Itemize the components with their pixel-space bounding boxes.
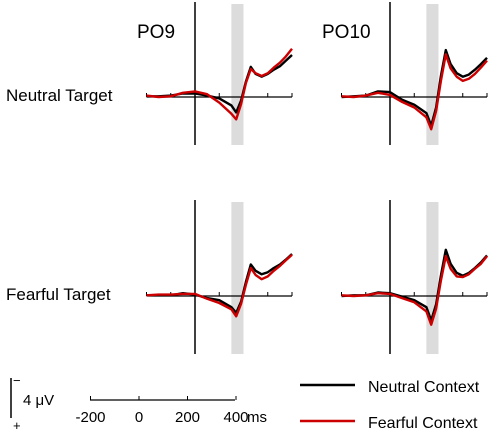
series-line-po10-fearful-target-fearful-context <box>341 254 488 326</box>
voltage-scale-bar: − 4 μV + <box>10 373 54 433</box>
voltage-scale-minus: − <box>13 373 21 388</box>
series-line-po10-neutral-target-fearful-context <box>341 53 488 131</box>
shaded-window-po9-fearful-target <box>231 202 244 354</box>
series-line-po9-fearful-target-fearful-context <box>146 253 293 318</box>
column-title-po9: PO9 <box>137 22 175 43</box>
shaded-window-po9-neutral-target <box>231 4 244 145</box>
legend-label-fearful-context: Fearful Context <box>368 415 478 432</box>
time-scale-unit: ms <box>247 409 267 426</box>
series-line-po10-neutral-target-neutral-context <box>341 48 488 127</box>
voltage-scale-label: 4 μV <box>23 392 54 409</box>
time-scale-bar: ms -200 0 200 400 <box>75 396 267 426</box>
legend: Neutral Context Fearful Context <box>300 379 480 432</box>
column-title-po10: PO10 <box>322 22 371 43</box>
time-scale-tick-label-400: 400 <box>223 409 248 426</box>
time-scale-tick-label-0: 0 <box>135 409 143 426</box>
time-scale-tick-label-200: 200 <box>175 409 200 426</box>
series-line-po9-neutral-target-fearful-context <box>146 47 293 121</box>
row-label-fearful-target: Fearful Target <box>6 285 111 304</box>
row-label-neutral-target: Neutral Target <box>6 86 113 105</box>
shaded-window-po10-fearful-target <box>426 202 439 354</box>
voltage-scale-plus: + <box>13 418 21 433</box>
panels-group <box>146 2 488 354</box>
legend-label-neutral-context: Neutral Context <box>368 379 480 396</box>
time-scale-tick-label--200: -200 <box>75 409 105 426</box>
series-line-po10-fearful-target-neutral-context <box>341 248 488 322</box>
